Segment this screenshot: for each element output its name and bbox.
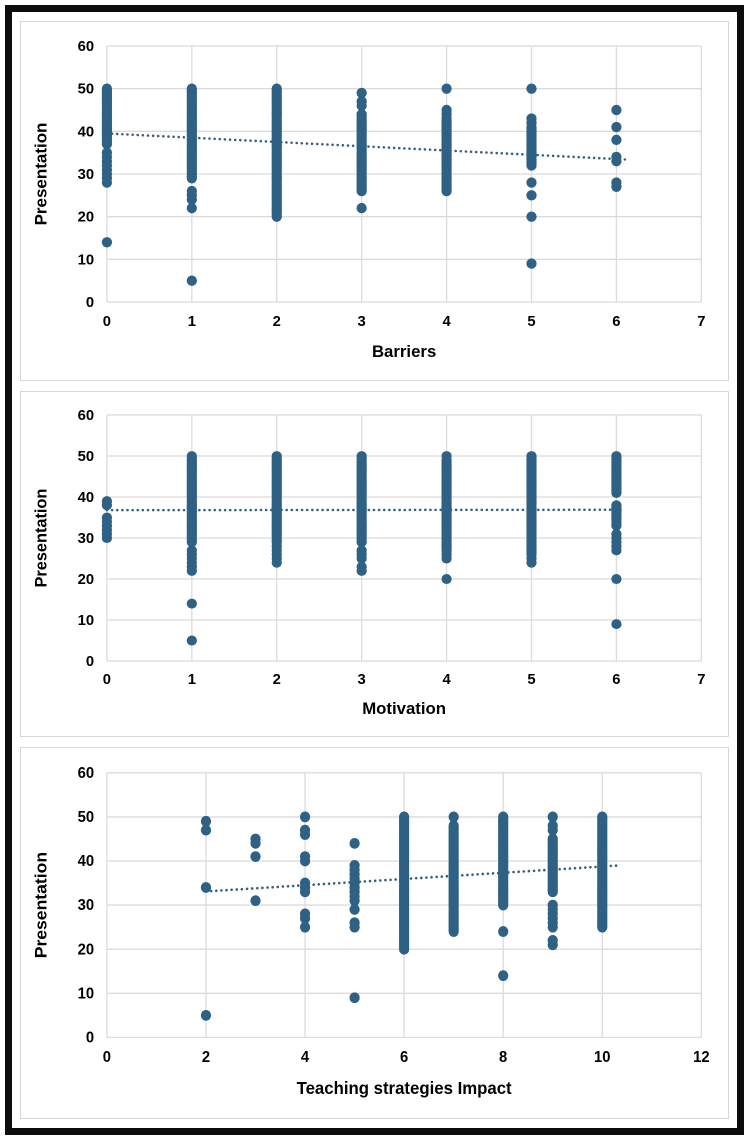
svg-text:10: 10 bbox=[594, 1049, 610, 1066]
svg-text:8: 8 bbox=[499, 1049, 507, 1066]
svg-text:Teaching strategies Impact: Teaching strategies Impact bbox=[297, 1078, 512, 1098]
svg-text:60: 60 bbox=[78, 408, 94, 424]
svg-text:3: 3 bbox=[358, 672, 366, 688]
svg-text:2: 2 bbox=[273, 672, 281, 688]
svg-text:7: 7 bbox=[697, 672, 705, 688]
svg-text:4: 4 bbox=[301, 1049, 310, 1066]
svg-text:60: 60 bbox=[78, 39, 94, 55]
svg-text:Presentation: Presentation bbox=[31, 852, 51, 958]
svg-text:40: 40 bbox=[78, 124, 94, 140]
svg-text:50: 50 bbox=[78, 82, 94, 98]
svg-text:6: 6 bbox=[612, 314, 620, 330]
figure-frame: 0 10 20 30 40 50 60 0 1 2 3 4 5 6 7 Barriers Presentatio… bbox=[5, 5, 744, 1135]
svg-text:10: 10 bbox=[78, 985, 94, 1002]
svg-text:2: 2 bbox=[273, 314, 281, 330]
svg-text:0: 0 bbox=[86, 1029, 94, 1046]
svg-text:30: 30 bbox=[78, 897, 94, 914]
svg-text:4: 4 bbox=[442, 314, 451, 330]
svg-text:0: 0 bbox=[103, 1049, 111, 1066]
svg-text:0: 0 bbox=[103, 672, 111, 688]
svg-text:1: 1 bbox=[188, 314, 196, 330]
svg-text:40: 40 bbox=[78, 853, 94, 870]
svg-text:6: 6 bbox=[612, 672, 620, 688]
chart-panel-motivation: 0 10 20 30 40 50 60 0 1 2 3 4 5 6 7 Motivation Presentat… bbox=[20, 391, 729, 737]
scatter-chart-teaching-strategies: 0 10 20 30 40 50 60 0 2 4 6 8 10 12 Teaching strategie… bbox=[31, 765, 710, 1099]
svg-text:2: 2 bbox=[202, 1049, 210, 1066]
svg-text:Presentation: Presentation bbox=[32, 123, 51, 226]
svg-text:10: 10 bbox=[78, 252, 94, 268]
svg-text:3: 3 bbox=[358, 314, 366, 330]
svg-text:30: 30 bbox=[78, 167, 94, 183]
scatter-chart-barriers: 0 10 20 30 40 50 60 0 1 2 3 4 5 6 7 Barriers Presentatio… bbox=[32, 39, 706, 361]
svg-text:Presentation: Presentation bbox=[31, 489, 50, 588]
svg-text:0: 0 bbox=[103, 314, 111, 330]
svg-text:0: 0 bbox=[86, 654, 94, 670]
svg-text:50: 50 bbox=[78, 449, 94, 465]
svg-text:10: 10 bbox=[78, 613, 94, 629]
svg-text:40: 40 bbox=[78, 490, 94, 506]
svg-text:Barriers: Barriers bbox=[372, 342, 436, 361]
svg-text:5: 5 bbox=[527, 314, 535, 330]
svg-text:20: 20 bbox=[78, 941, 94, 958]
svg-text:4: 4 bbox=[442, 672, 451, 688]
chart-panel-barriers: 0 10 20 30 40 50 60 0 1 2 3 4 5 6 7 Barriers Presentatio… bbox=[20, 21, 729, 381]
svg-text:1: 1 bbox=[188, 672, 196, 688]
chart-panel-teaching-strategies: 0 10 20 30 40 50 60 0 2 4 6 8 10 12 Teaching strategie… bbox=[20, 747, 729, 1119]
svg-text:5: 5 bbox=[527, 672, 535, 688]
svg-text:60: 60 bbox=[78, 765, 94, 782]
svg-text:6: 6 bbox=[400, 1049, 408, 1066]
svg-text:50: 50 bbox=[78, 809, 94, 826]
svg-text:30: 30 bbox=[78, 531, 94, 547]
scatter-chart-motivation: 0 10 20 30 40 50 60 0 1 2 3 4 5 6 7 Motivation Presentat… bbox=[31, 408, 705, 718]
svg-text:0: 0 bbox=[86, 295, 94, 311]
svg-text:Motivation: Motivation bbox=[362, 699, 446, 718]
svg-text:20: 20 bbox=[78, 210, 94, 226]
svg-text:20: 20 bbox=[78, 572, 94, 588]
svg-text:7: 7 bbox=[697, 314, 705, 330]
svg-text:12: 12 bbox=[693, 1049, 709, 1066]
